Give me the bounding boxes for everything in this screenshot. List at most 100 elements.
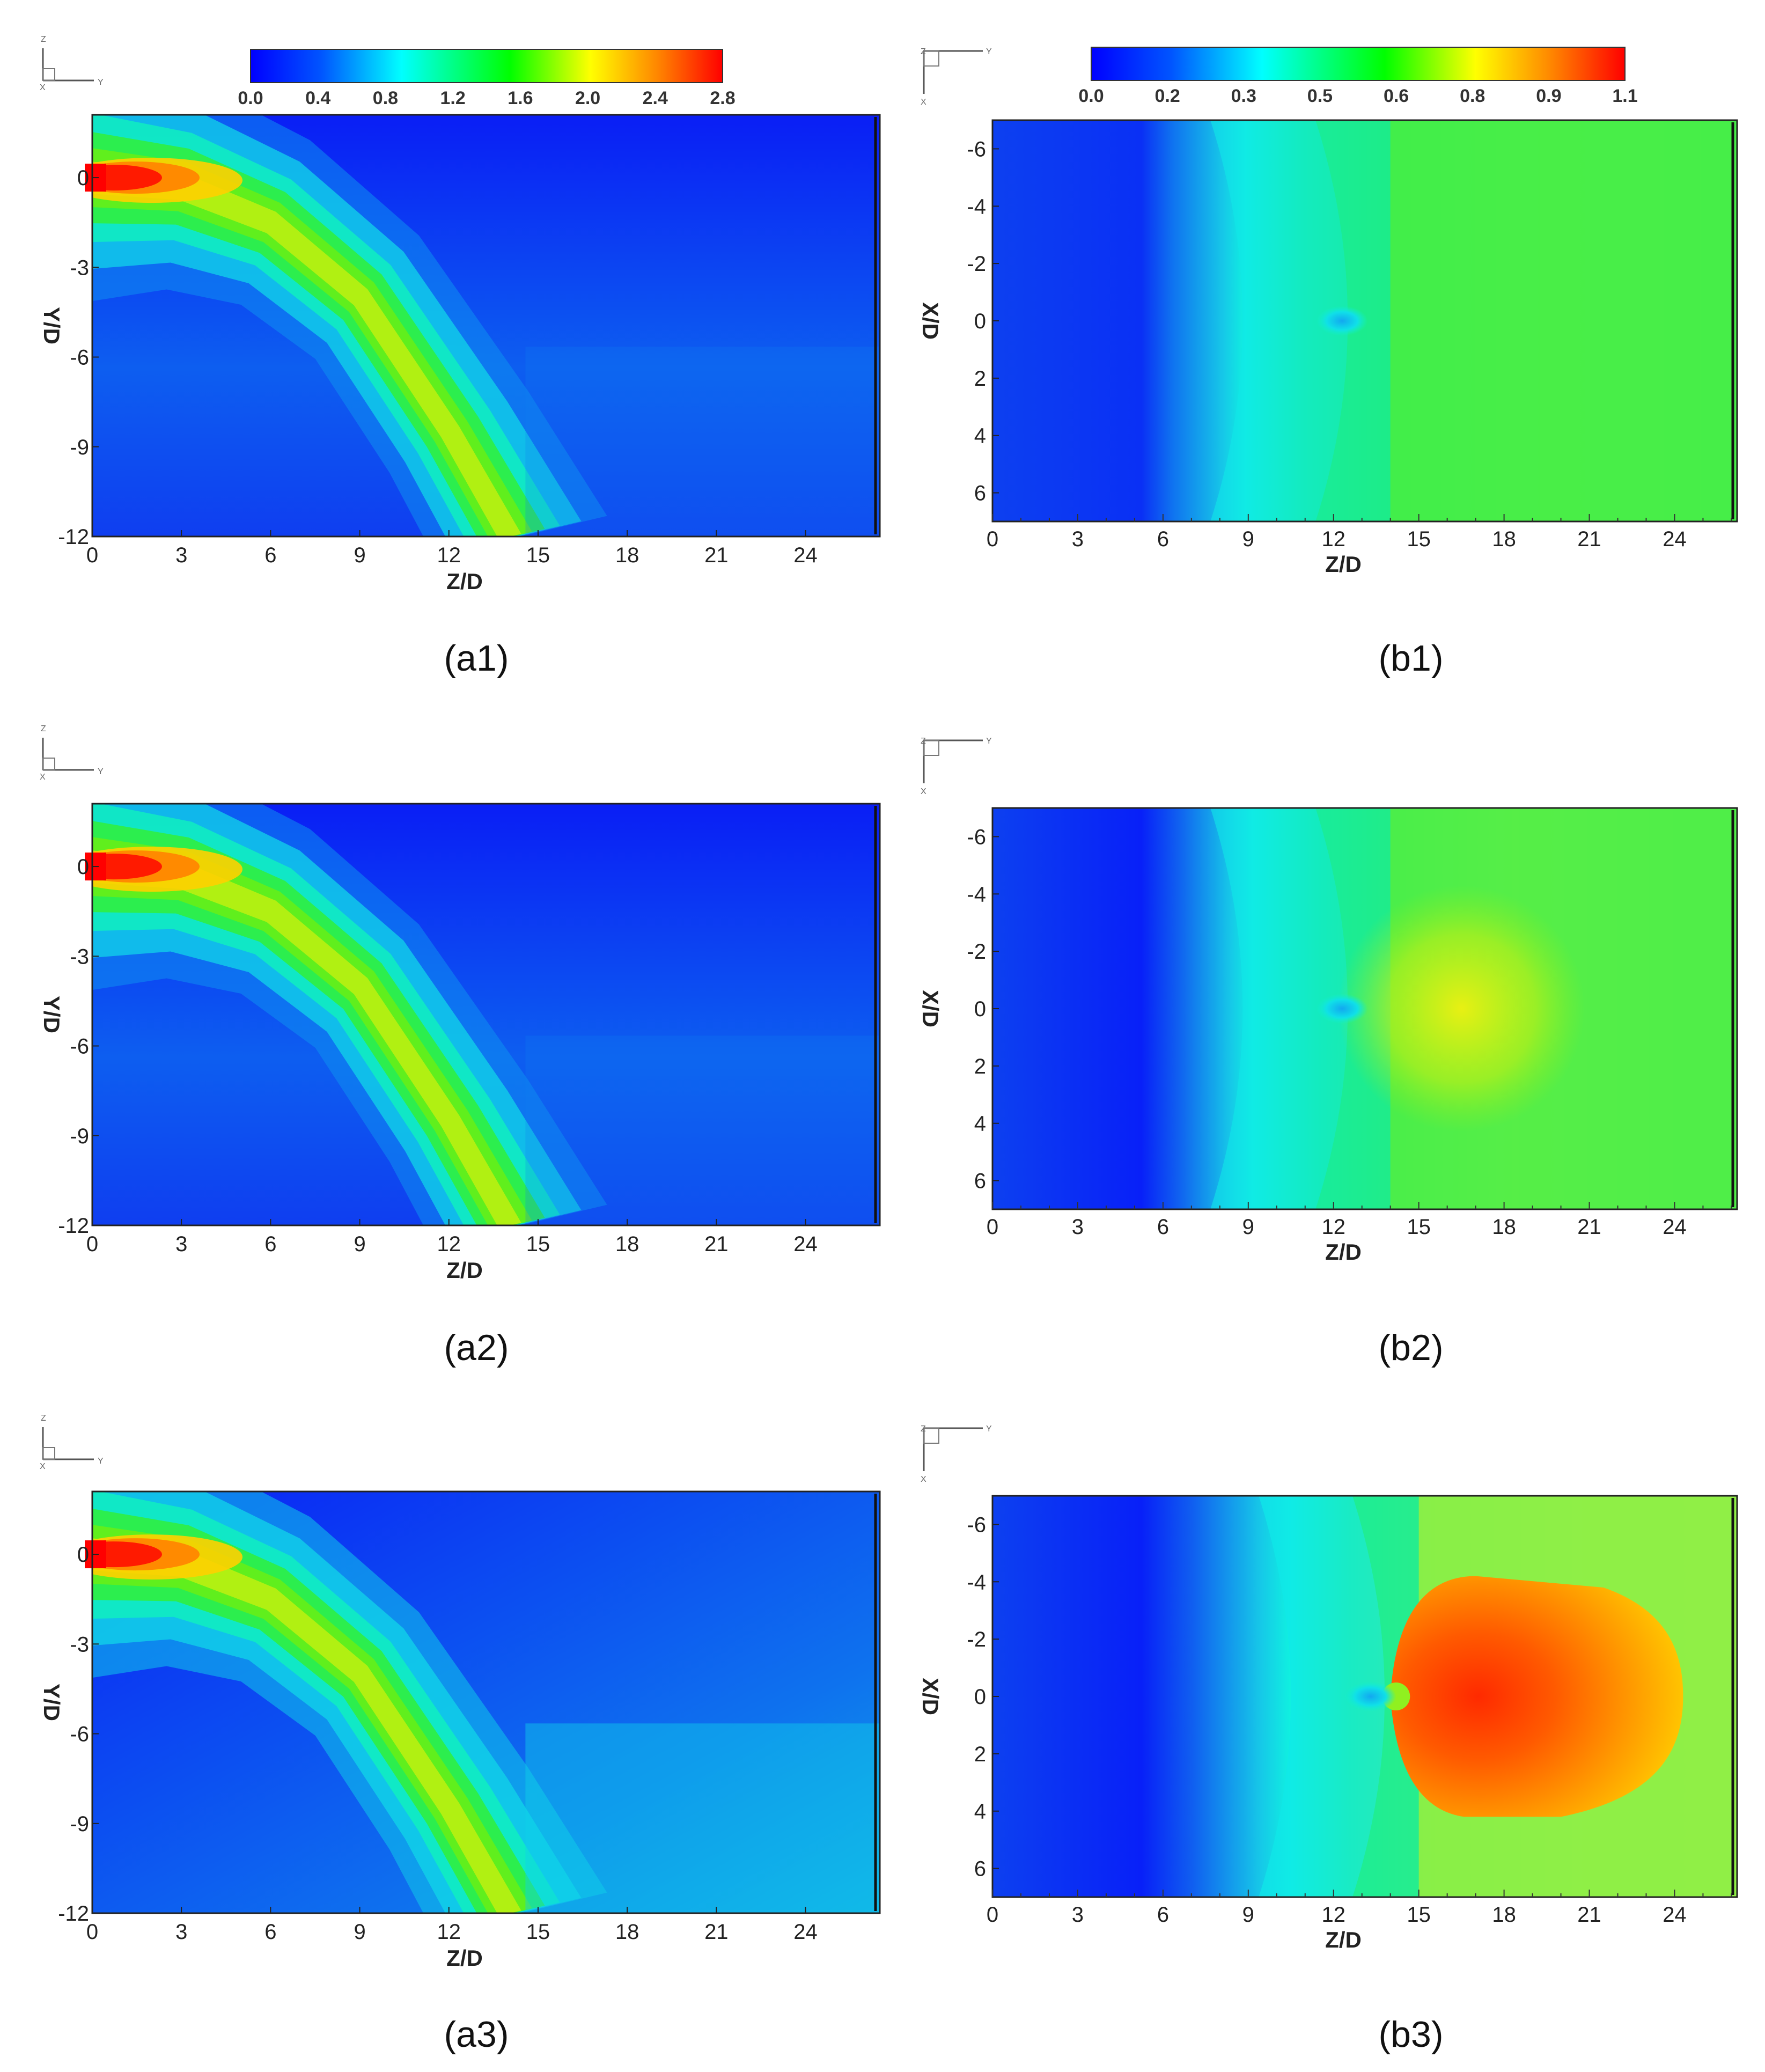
x-tick-label: 18 [1492,1215,1516,1239]
y-tick-label: 4 [974,1112,986,1136]
y-tick-label: 0 [974,1685,986,1709]
x-tick-label: 24 [793,543,818,567]
jet-core-red [92,1541,162,1568]
triad-label: Z [41,35,46,44]
panel-a1: Z Y X 0.0 0.4 0.8 1.2 1.6 2.0 2.4 2.8 0 3 6 9 12 15 18 21 2… [39,35,881,679]
downstream-region [1390,120,1737,521]
y-tick-label: -9 [70,1812,89,1836]
jet-axis-low-spot [1344,1681,1396,1711]
triad-label: Y [986,47,992,56]
x-axis-label: Z/D [446,569,483,594]
x-tick-label: 6 [264,543,276,567]
x-tick-label: 15 [526,543,550,567]
y-tick-label: 0 [77,1543,89,1567]
y-tick-label: -3 [70,945,89,968]
triad-label: Y [986,737,992,746]
plot-frame [91,114,881,538]
triad-label: X [921,98,926,107]
triad-label: Z [921,47,926,56]
contour-field [92,115,880,537]
lower-right-region [525,1723,880,1913]
y-tick-label: -2 [967,1628,986,1651]
colorbar [1091,47,1626,81]
x-tick-label: 21 [1577,527,1601,551]
y-tick-label: -6 [70,1035,89,1059]
y-tick-label: -6 [967,1513,986,1537]
contour-field [92,1491,880,1913]
triad-box [42,1447,55,1460]
y-tick-label: -9 [70,1125,89,1148]
y-tick-label: 0 [974,997,986,1021]
x-tick-label: 24 [793,1920,818,1944]
triad-box [923,740,939,756]
plume-contour-band [92,1538,521,1913]
jet-axis-low-spot [1316,994,1368,1024]
triad-box [42,758,55,770]
x-tick-label: 9 [1242,1903,1254,1927]
colorbar [250,49,723,83]
x-tick-label: 24 [793,1232,818,1256]
core-hot-region [1390,1576,1683,1817]
x-tick-label: 18 [615,1232,639,1256]
triad-box [923,50,939,67]
plot-frame [91,803,881,1226]
colorbar-tick-label: 0.2 [1155,86,1180,106]
y-tick-label: -12 [58,1214,89,1238]
colorbar-tick-label: 0.0 [238,88,263,108]
x-tick-label: 12 [437,1920,461,1944]
colorbar-tick-label: 0.0 [1078,86,1104,106]
x-tick-label: 24 [1663,1215,1687,1239]
x-tick-label: 21 [1577,1903,1601,1927]
x-tick-label: 18 [1492,1903,1516,1927]
x-tick-label: 3 [1072,1215,1084,1239]
x-tick-label: 3 [175,1232,187,1256]
y-axis-label: Y/D [39,996,64,1033]
x-tick-label: 3 [175,543,187,567]
x-tick-label: 3 [1072,527,1084,551]
y-axis-label: X/D [918,302,943,340]
y-tick-label: -2 [967,940,986,964]
x-axis-label: Z/D [1325,1239,1362,1265]
colorbar-tick-label: 0.4 [305,88,330,108]
y-tick-label: 2 [974,367,986,391]
panel-b1: Z Y X 0.0 0.2 0.3 0.5 0.6 0.8 0.9 1.1 0 3 6 9 12 15 18 21 2… [918,47,1738,679]
triad-box [923,1428,939,1444]
x-tick-label: 21 [704,543,729,567]
x-tick-label: 0 [86,1232,98,1256]
x-tick-label: 15 [1407,527,1431,551]
y-tick-label: 0 [77,855,89,879]
x-tick-label: 6 [264,1920,276,1944]
y-tick-label: -6 [967,137,986,161]
y-axis-label: X/D [918,1678,943,1715]
triad-label: X [40,1462,46,1471]
y-tick-label: -4 [967,195,986,218]
panel-a2: Z Y X 0 3 6 9 12 15 18 21 24 0 -3 -6 -9 -12 Z/D Y/D (a2) [39,724,881,1368]
colorbar-tick-label: 2.8 [710,88,735,108]
y-tick-label: -4 [967,883,986,906]
x-tick-label: 0 [86,543,98,567]
triad-label: X [40,773,46,782]
x-tick-label: 12 [1321,1903,1345,1927]
x-tick-label: 3 [175,1920,187,1944]
triad-label: Z [41,1414,46,1423]
x-tick-label: 0 [86,1920,98,1944]
y-tick-label: -9 [70,436,89,459]
triad-label: X [40,83,46,92]
colorbar-tick-label: 0.8 [1460,86,1485,106]
y-tick-label: 0 [77,166,89,190]
x-tick-label: 9 [354,1232,365,1256]
x-tick-label: 18 [615,543,639,567]
y-tick-label: 4 [974,1800,986,1824]
x-tick-label: 18 [1492,527,1516,551]
lower-right-region [525,347,880,537]
panel-caption: (a3) [444,2014,509,2055]
y-tick-label: 6 [974,1857,986,1881]
colorbar-tick-label: 0.6 [1384,86,1409,106]
colorbar-tick-label: 0.9 [1536,86,1561,106]
jet-axis-low-spot [1316,306,1368,336]
triad-label: Z [921,737,926,746]
x-tick-label: 12 [1321,527,1345,551]
y-tick-label: 2 [974,1055,986,1078]
